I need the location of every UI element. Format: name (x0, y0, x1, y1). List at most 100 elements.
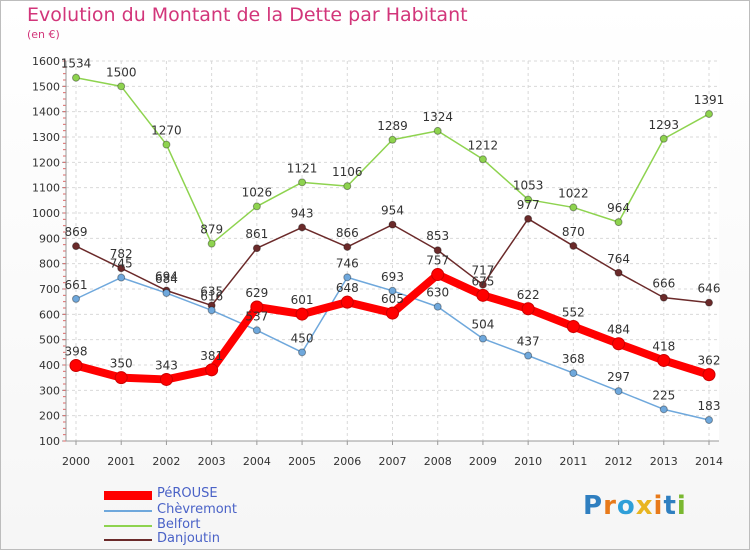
data-label: 1212 (468, 138, 499, 152)
y-tick-label: 1200 (32, 156, 60, 169)
data-point (117, 264, 126, 273)
data-point (117, 82, 126, 91)
data-point (252, 244, 261, 253)
data-point (521, 302, 535, 316)
data-point (705, 298, 713, 307)
data-label: 605 (381, 292, 404, 306)
data-point (252, 326, 261, 335)
y-tick-label: 1000 (32, 207, 60, 220)
data-label: 635 (200, 284, 223, 298)
logo-letter: i (653, 491, 664, 521)
y-tick-label: 200 (39, 410, 60, 423)
data-label: 675 (471, 274, 494, 288)
data-point (478, 155, 487, 164)
data-point (659, 405, 668, 414)
x-tick-label: 2010 (514, 455, 542, 468)
legend-swatch (104, 539, 152, 541)
data-point (659, 293, 668, 302)
logo-letter: r (603, 491, 617, 521)
logo-letter: x (635, 491, 654, 521)
y-tick-label: 1300 (32, 131, 60, 144)
chart-title: Evolution du Montant de la Dette par Hab… (27, 4, 468, 26)
data-label: 629 (245, 286, 268, 300)
data-label: 350 (110, 357, 133, 371)
data-point (433, 246, 442, 255)
x-tick-label: 2014 (695, 455, 723, 468)
data-label: 764 (607, 252, 630, 266)
proxiti-logo: Proxiti (583, 491, 687, 521)
data-point (569, 241, 578, 250)
legend-label: Belfort (157, 517, 201, 532)
x-tick-label: 2004 (243, 455, 271, 468)
data-point (702, 368, 716, 382)
data-label: 866 (336, 226, 359, 240)
data-point (343, 182, 352, 191)
data-label: 450 (291, 331, 314, 345)
data-point (298, 178, 307, 187)
data-label: 630 (426, 286, 449, 300)
x-tick-label: 2013 (650, 455, 678, 468)
data-label: 870 (562, 225, 585, 239)
data-label: 954 (381, 204, 404, 218)
data-label: 1324 (422, 110, 453, 124)
data-point (69, 359, 83, 373)
data-label: 437 (517, 335, 540, 349)
legend-swatch (104, 525, 152, 527)
data-label: 418 (652, 339, 675, 353)
data-label: 343 (155, 358, 178, 372)
y-tick-label: 900 (39, 232, 60, 245)
data-point (162, 140, 171, 149)
data-point (478, 334, 487, 343)
data-label: 648 (336, 281, 359, 295)
data-label: 1053 (513, 179, 544, 193)
x-tick-label: 2011 (559, 455, 587, 468)
data-label: 362 (698, 354, 721, 368)
data-point (659, 134, 668, 143)
data-point (657, 353, 671, 367)
data-label: 694 (155, 270, 178, 284)
data-point (614, 268, 623, 277)
data-point (117, 273, 126, 282)
data-label: 504 (471, 318, 494, 332)
data-label: 879 (200, 223, 223, 237)
x-tick-label: 2000 (62, 455, 90, 468)
data-label: 1121 (287, 161, 318, 175)
data-label: 398 (65, 345, 88, 359)
data-label: 661 (65, 278, 88, 292)
y-tick-label: 1600 (32, 55, 60, 68)
data-label: 646 (698, 282, 721, 296)
data-label: 1022 (558, 186, 589, 200)
data-point (476, 288, 490, 302)
data-label: 693 (381, 270, 404, 284)
data-label: 943 (291, 206, 314, 220)
data-label: 1500 (106, 65, 137, 79)
data-label: 537 (245, 309, 268, 323)
data-label: 1293 (649, 118, 680, 132)
data-point (569, 203, 578, 212)
logo-letter: o (616, 491, 636, 521)
data-label: 1106 (332, 165, 363, 179)
data-point (433, 302, 442, 311)
data-label: 977 (517, 198, 540, 212)
data-point (252, 202, 261, 211)
data-point (298, 223, 307, 232)
legend-label: Chèvremont (157, 502, 238, 517)
data-label: 746 (336, 256, 359, 270)
data-label: 616 (200, 289, 223, 303)
chart-subtitle: (en €) (27, 28, 60, 41)
data-point (207, 239, 216, 248)
data-point (207, 306, 216, 315)
data-point (295, 307, 309, 321)
data-point (205, 363, 219, 377)
logo-letter: i (676, 491, 687, 521)
data-point (431, 268, 445, 282)
y-tick-label: 1500 (32, 80, 60, 93)
data-point (72, 242, 80, 251)
data-point (612, 337, 626, 351)
data-label: 717 (471, 264, 494, 278)
x-tick-label: 2001 (107, 455, 135, 468)
data-point (343, 273, 352, 282)
data-point (72, 294, 80, 303)
x-tick-label: 2009 (469, 455, 497, 468)
